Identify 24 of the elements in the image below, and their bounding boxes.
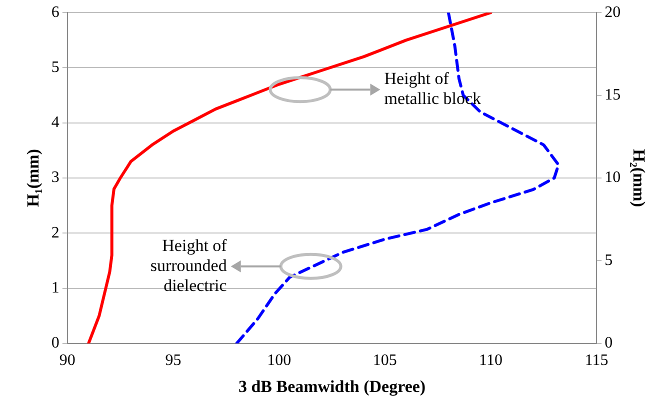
x-tick-label: 110 xyxy=(479,352,502,370)
y2-tick-label: 0 xyxy=(604,334,613,352)
x-axis-title: 3 dB Beamwidth (Degree) xyxy=(238,377,426,396)
x-tick-label: 100 xyxy=(267,352,292,370)
y2-tick-label: 20 xyxy=(604,4,621,21)
x-tick-label: 90 xyxy=(59,352,76,370)
y-tick-label: 1 xyxy=(51,279,60,296)
y2-tick-label: 15 xyxy=(604,86,621,104)
annotation: Height of metallic block xyxy=(384,69,482,108)
x-tick-label: 105 xyxy=(372,352,397,370)
y2-tick-label: 10 xyxy=(604,169,621,186)
y-axis-title: H₁(mm) xyxy=(24,149,43,207)
y2-tick-label: 5 xyxy=(604,252,613,269)
annotation: Height of surrounded dielectric xyxy=(150,236,228,295)
y-tick-label: 0 xyxy=(51,334,60,352)
y-tick-label: 4 xyxy=(51,114,60,132)
y-tick-label: 6 xyxy=(51,4,60,21)
x-tick-label: 95 xyxy=(165,352,182,370)
x-tick-label: 115 xyxy=(584,352,608,370)
y-tick-label: 2 xyxy=(51,224,60,242)
y-tick-label: 3 xyxy=(51,169,60,186)
line-series xyxy=(235,12,560,344)
y2-axis-title: H₂(mm) xyxy=(629,149,648,207)
y-tick-label: 5 xyxy=(51,58,60,76)
